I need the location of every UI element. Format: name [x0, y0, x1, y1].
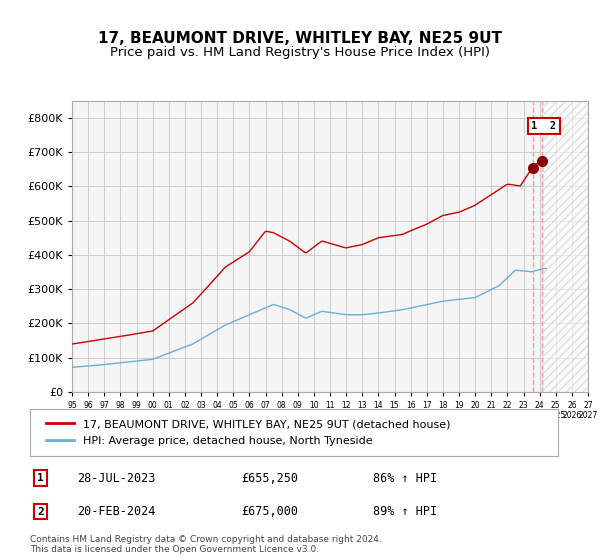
Text: 86% ↑ HPI: 86% ↑ HPI	[373, 472, 437, 484]
Legend: 17, BEAUMONT DRIVE, WHITLEY BAY, NE25 9UT (detached house), HPI: Average price, : 17, BEAUMONT DRIVE, WHITLEY BAY, NE25 9U…	[41, 414, 456, 451]
Text: £655,250: £655,250	[241, 472, 298, 484]
Bar	[544, 101, 588, 392]
Text: Contains HM Land Registry data © Crown copyright and database right 2024.
This d: Contains HM Land Registry data © Crown c…	[30, 535, 382, 554]
Text: 2: 2	[37, 507, 44, 517]
Bar	[544, 101, 588, 392]
Text: 89% ↑ HPI: 89% ↑ HPI	[373, 505, 437, 518]
Text: 1  2: 1 2	[532, 122, 556, 132]
Text: Price paid vs. HM Land Registry's House Price Index (HPI): Price paid vs. HM Land Registry's House …	[110, 46, 490, 59]
Text: 20-FEB-2024: 20-FEB-2024	[77, 505, 156, 518]
Text: 28-JUL-2023: 28-JUL-2023	[77, 472, 156, 484]
Text: 17, BEAUMONT DRIVE, WHITLEY BAY, NE25 9UT: 17, BEAUMONT DRIVE, WHITLEY BAY, NE25 9U…	[98, 31, 502, 46]
Text: 1: 1	[37, 473, 44, 483]
Text: £675,000: £675,000	[241, 505, 298, 518]
